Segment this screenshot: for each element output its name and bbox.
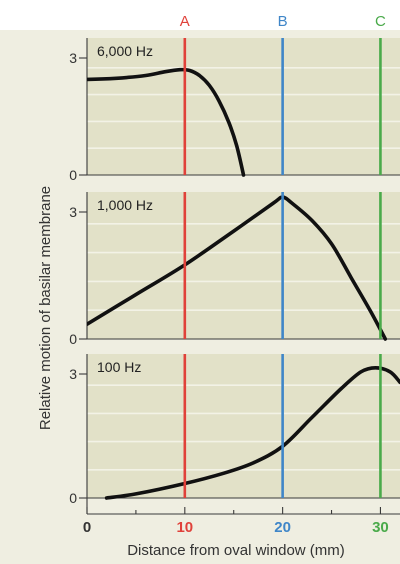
series-line xyxy=(104,366,400,500)
axes-layer: 0 10 20 30 xyxy=(83,498,400,536)
marker-label: C xyxy=(375,13,386,30)
frequency-label: 1,000 Hz xyxy=(97,197,153,213)
y-tick-label: 0 xyxy=(69,490,77,506)
marker-b: B xyxy=(278,13,288,498)
plot-area xyxy=(87,38,400,175)
y-tick-label: 0 xyxy=(69,331,77,347)
panel-1: 0 3 6,000 Hz xyxy=(69,38,400,183)
frequency-label: 6,000 Hz xyxy=(97,43,153,59)
plot-area xyxy=(87,354,400,498)
panels-layer: 0 3 6,000 Hz 0 3 1,000 Hz 0 3 100 Hz xyxy=(69,38,400,506)
marker-label: A xyxy=(180,13,190,30)
y-tick-label: 3 xyxy=(69,366,77,382)
panel-3: 0 3 100 Hz xyxy=(69,354,400,506)
x-tick-label: 0 xyxy=(83,519,91,536)
marker-a: A xyxy=(180,13,190,498)
markers-layer: A B C xyxy=(180,13,386,498)
x-tick-label: 20 xyxy=(274,519,291,536)
y-tick-label: 3 xyxy=(69,204,77,220)
y-tick-label: 0 xyxy=(69,167,77,183)
x-tick-label: 10 xyxy=(176,519,193,536)
x-tick-label: 30 xyxy=(372,519,389,536)
marker-label: B xyxy=(278,13,288,30)
panel-2: 0 3 1,000 Hz xyxy=(69,192,400,347)
y-axis-title: Relative motion of basilar membrane xyxy=(37,186,54,430)
y-tick-label: 3 xyxy=(69,50,77,66)
x-axis-title: Distance from oval window (mm) xyxy=(127,542,345,559)
marker-c: C xyxy=(375,13,386,498)
series-line xyxy=(87,67,246,177)
frequency-label: 100 Hz xyxy=(97,359,141,375)
series-line xyxy=(87,195,388,341)
plot-area xyxy=(87,192,400,339)
